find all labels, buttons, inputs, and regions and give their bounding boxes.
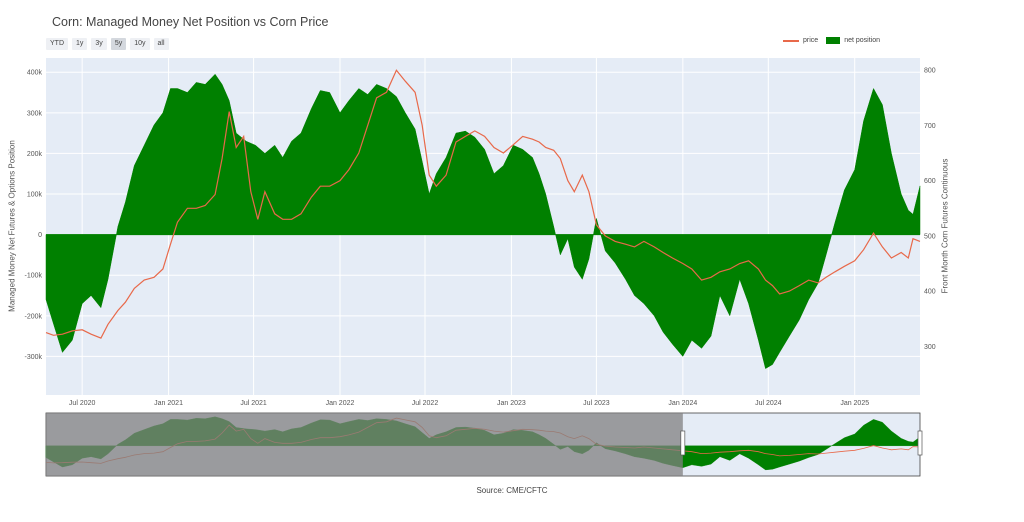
source-note: Source: CME/CFTC <box>476 486 548 495</box>
legend-item-price[interactable]: price <box>783 37 818 44</box>
range-selector-buttons: YTD 1y 3y 5y 10y all <box>46 38 169 50</box>
y-left-tick-label: 0 <box>38 232 42 239</box>
y-left-tick-label: -200k <box>24 313 42 320</box>
price-line-swatch <box>783 39 799 42</box>
x-tick-label: Jul 2022 <box>412 400 439 407</box>
range-button-3y[interactable]: 3y <box>91 38 107 50</box>
chart-title: Corn: Managed Money Net Position vs Corn… <box>52 15 329 29</box>
range-button-5y[interactable]: 5y <box>110 38 127 50</box>
net-position-area <box>45 73 921 369</box>
y-left-tick-label: -100k <box>24 273 42 280</box>
x-tick-label: Jul 2021 <box>240 400 267 407</box>
legend-item-net-position[interactable]: net position <box>826 37 880 44</box>
y-right-tick-label: 500 <box>924 233 936 240</box>
range-button-10y[interactable]: 10y <box>130 38 150 50</box>
y-right-tick-label: 300 <box>924 344 936 351</box>
x-tick-label: Jul 2023 <box>583 400 610 407</box>
x-tick-label: Jan 2022 <box>326 400 355 407</box>
y-axis-left: -300k -200k -100k 0 100k 200k 300k 400k <box>24 70 42 361</box>
range-slider-unselected-shade <box>46 413 683 476</box>
y-right-tick-label: 600 <box>924 178 936 185</box>
y-right-tick-label: 400 <box>924 289 936 296</box>
range-button-all[interactable]: all <box>153 38 169 50</box>
x-tick-label: Jul 2024 <box>755 400 782 407</box>
range-slider[interactable] <box>45 412 923 477</box>
range-slider-right-handle <box>917 430 923 456</box>
legend-price-label: price <box>803 37 819 44</box>
y-left-tick-label: 300k <box>27 110 43 117</box>
y-right-tick-label: 800 <box>924 68 936 75</box>
range-button-1y[interactable]: 1y <box>72 38 88 50</box>
x-tick-label: Jan 2025 <box>840 400 869 407</box>
y-left-tick-label: 400k <box>27 70 43 77</box>
range-button-ytd[interactable]: YTD <box>46 38 68 50</box>
price-line-path <box>45 69 921 339</box>
y-left-tick-label: 200k <box>27 151 43 158</box>
y-left-tick-label: 100k <box>27 192 43 199</box>
price-line <box>45 69 921 339</box>
net-position-swatch <box>826 37 841 44</box>
net-position-fill <box>45 73 921 369</box>
x-axis: Jul 2020 Jan 2021 Jul 2021 Jan 2022 Jul 2022… <box>69 400 869 407</box>
x-tick-label: Jan 2023 <box>497 400 526 407</box>
y-right-tick-label: 700 <box>924 123 936 130</box>
x-tick-label: Jan 2021 <box>154 400 183 407</box>
x-tick-label: Jul 2020 <box>69 400 96 407</box>
y-axis-right: 300 400 500 600 700 800 <box>924 68 936 351</box>
x-tick-label: Jan 2024 <box>668 400 697 407</box>
y-left-tick-label: -300k <box>24 354 42 361</box>
range-slider-left-handle <box>680 430 686 456</box>
legend: price net position <box>783 37 880 44</box>
legend-net-label: net position <box>844 37 880 44</box>
